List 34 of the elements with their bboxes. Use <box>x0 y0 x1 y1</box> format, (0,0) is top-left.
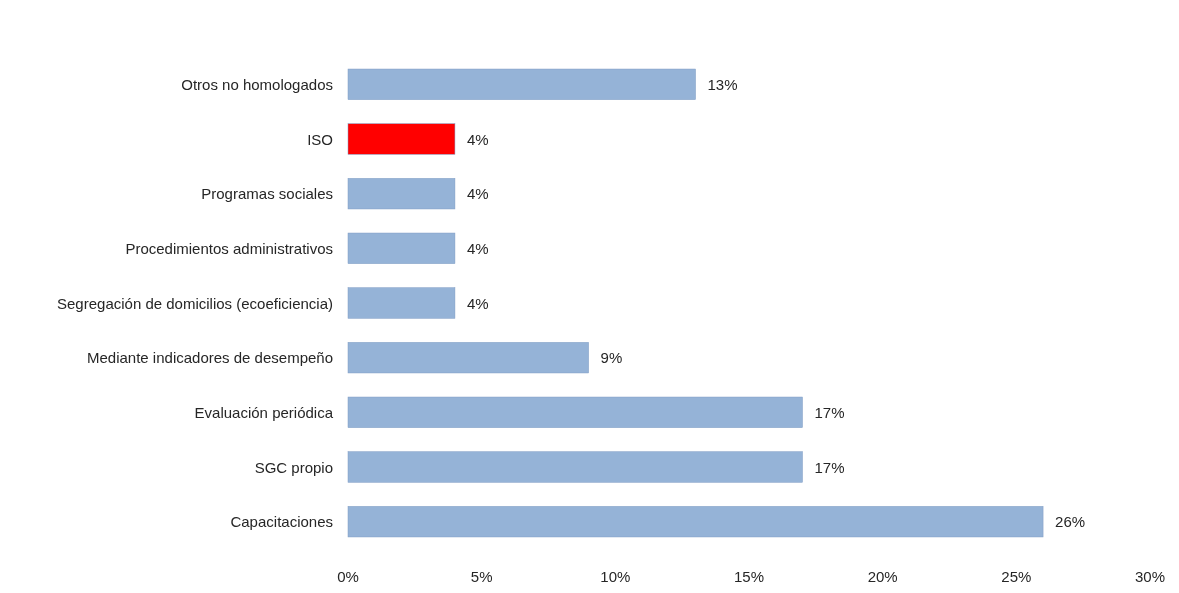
bar <box>347 68 696 100</box>
bar <box>347 232 456 264</box>
bar <box>347 451 803 483</box>
bar <box>347 506 1044 538</box>
x-tick-label: 30% <box>1134 568 1166 585</box>
data-label: 4% <box>466 130 489 148</box>
bar <box>347 178 456 210</box>
data-label: 17% <box>814 403 845 421</box>
x-tick-label: 0% <box>337 568 359 585</box>
x-tick-label: 10% <box>600 568 631 585</box>
data-label: 9% <box>600 349 623 367</box>
data-label: 13% <box>707 75 738 93</box>
data-label: 4% <box>466 239 489 257</box>
data-label: 4% <box>466 294 489 312</box>
y-tick-label: SGC propio <box>254 458 333 476</box>
bar <box>347 287 456 319</box>
data-label: 26% <box>1055 513 1086 531</box>
y-tick-label: Mediante indicadores de desempeño <box>87 349 333 367</box>
bar <box>347 342 589 374</box>
x-tick-label: 25% <box>1001 568 1032 585</box>
x-tick-label: 20% <box>867 568 898 585</box>
bar <box>347 396 803 428</box>
bar <box>347 123 456 155</box>
y-tick-label: Segregación de domicilios (ecoeficiencia) <box>57 294 333 312</box>
y-tick-label: Evaluación periódica <box>194 403 334 421</box>
y-tick-label: Procedimientos administrativos <box>125 239 333 257</box>
x-tick-label: 15% <box>733 568 765 585</box>
y-tick-label: Otros no homologados <box>181 75 333 93</box>
y-tick-label: Capacitaciones <box>230 513 333 531</box>
x-tick-label: 5% <box>470 568 493 585</box>
y-tick-label: Programas sociales <box>201 185 333 203</box>
y-tick-label: ISO <box>307 130 333 148</box>
data-label: 17% <box>814 458 845 476</box>
data-label: 4% <box>466 185 489 203</box>
